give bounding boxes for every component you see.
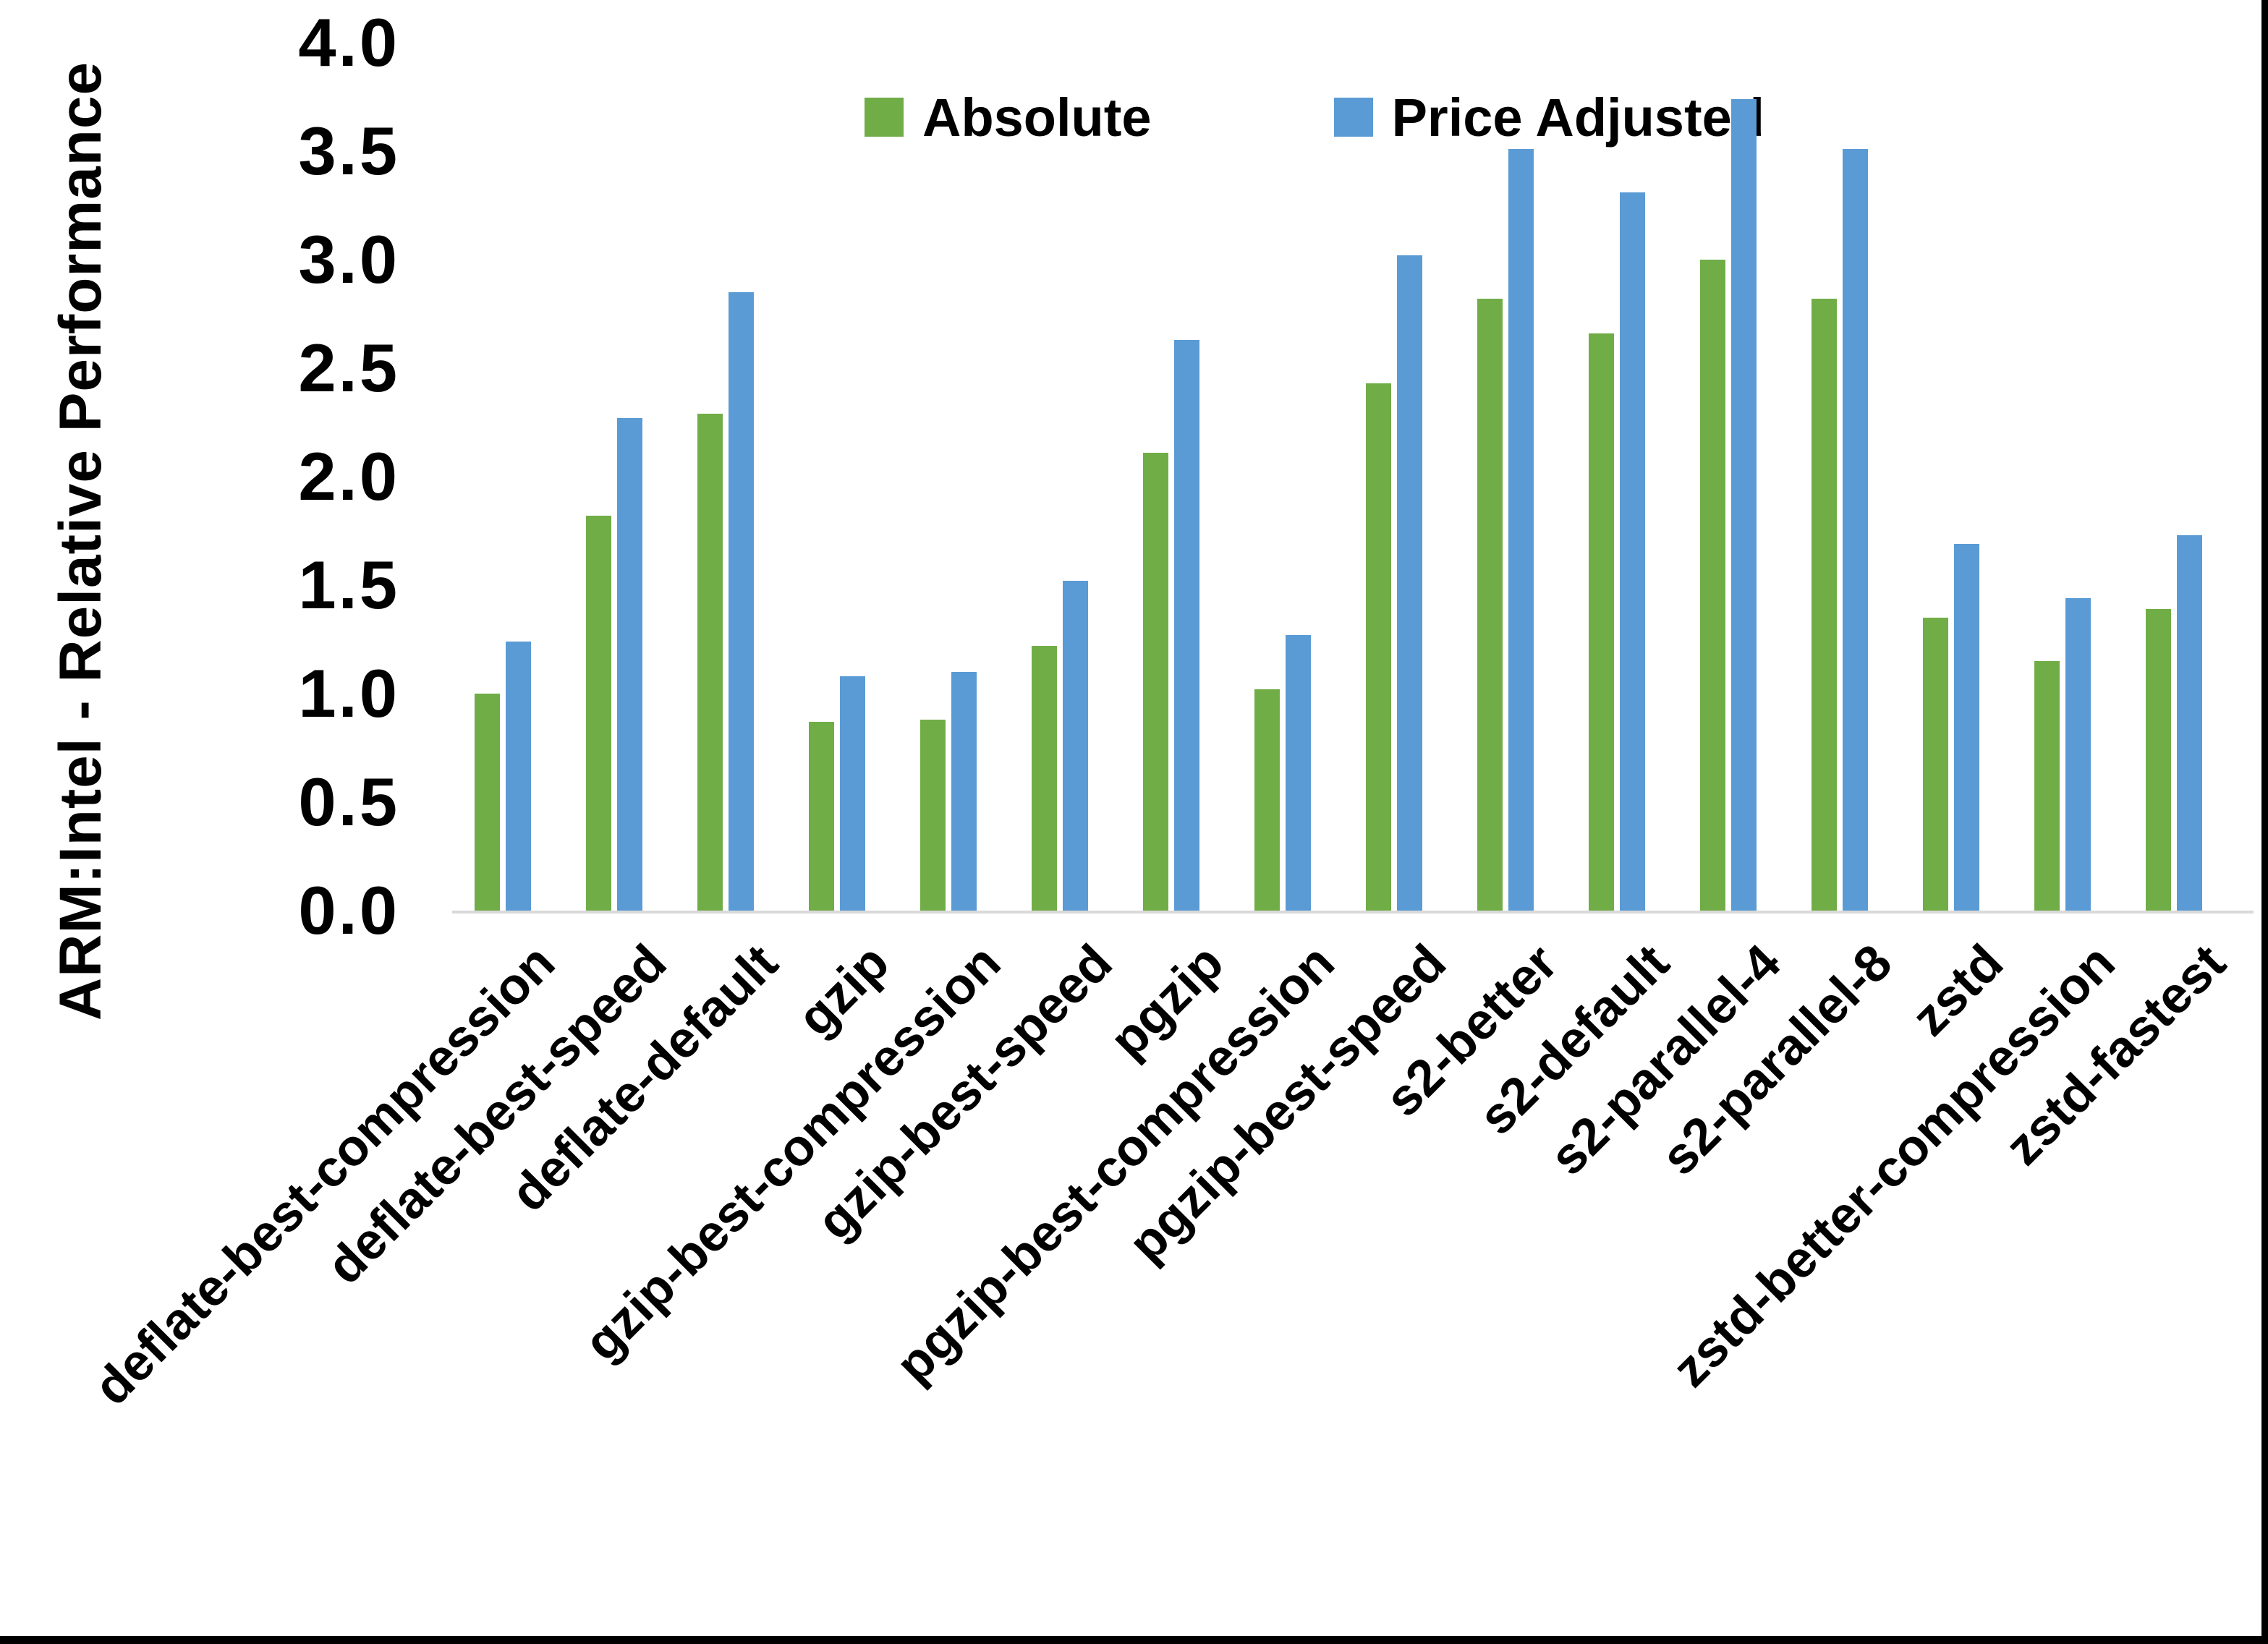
bar-gzip-price-adjusted bbox=[840, 676, 865, 911]
bottom-border bbox=[0, 1636, 2268, 1644]
bar-pgzip-best-compression-price-adjusted bbox=[1286, 635, 1311, 911]
legend-swatch-price-adjusted-icon bbox=[1333, 98, 1373, 137]
legend-item-price-adjusted: Price Adjusted bbox=[1333, 87, 1764, 148]
bar-deflate-best-compression-absolute bbox=[475, 694, 500, 911]
y-tick-label-3.5: 3.5 bbox=[298, 113, 399, 189]
legend-item-absolute: Absolute bbox=[865, 87, 1152, 148]
right-border bbox=[2261, 0, 2268, 1644]
bar-pgzip-absolute bbox=[1143, 453, 1168, 911]
bar-pgzip-best-compression-absolute bbox=[1254, 689, 1280, 911]
bar-s2-better-price-adjusted bbox=[1508, 149, 1534, 911]
bar-deflate-best-compression-price-adjusted bbox=[506, 642, 531, 911]
bar-zstd-better-compression-price-adjusted bbox=[2065, 598, 2091, 911]
bar-zstd-absolute bbox=[1923, 618, 1948, 911]
bar-gzip-best-speed-price-adjusted bbox=[1063, 581, 1088, 911]
y-tick-label-0.0: 0.0 bbox=[298, 872, 399, 948]
y-tick-label-3.0: 3.0 bbox=[298, 221, 399, 297]
bar-deflate-best-speed-price-adjusted bbox=[617, 418, 642, 911]
bar-gzip-absolute bbox=[809, 722, 834, 911]
y-tick-label-1.5: 1.5 bbox=[298, 547, 399, 623]
bar-zstd-price-adjusted bbox=[1954, 544, 1979, 911]
x-axis-line bbox=[452, 911, 2254, 913]
bar-s2-parallel-4-absolute bbox=[1700, 260, 1725, 911]
bar-s2-parallel-8-price-adjusted bbox=[1843, 149, 1868, 911]
bar-zstd-better-compression-absolute bbox=[2034, 661, 2060, 911]
y-axis-title: ARM:Intel - Relative Performance bbox=[48, 61, 114, 1021]
bar-s2-better-absolute bbox=[1477, 299, 1503, 911]
bar-pgzip-price-adjusted bbox=[1174, 340, 1199, 911]
bar-gzip-best-compression-absolute bbox=[920, 720, 946, 911]
bar-deflate-default-price-adjusted bbox=[729, 292, 754, 911]
bar-gzip-best-compression-price-adjusted bbox=[951, 672, 977, 911]
bar-s2-default-absolute bbox=[1589, 333, 1614, 911]
bar-zstd-fastest-absolute bbox=[2146, 609, 2171, 911]
y-tick-label-2.5: 2.5 bbox=[298, 330, 399, 406]
bar-deflate-default-absolute bbox=[697, 414, 723, 911]
x-label-deflate-best-compression: deflate-best-compression bbox=[83, 934, 566, 1417]
y-tick-label-1.0: 1.0 bbox=[298, 655, 399, 731]
y-tick-label-0.5: 0.5 bbox=[298, 764, 399, 840]
bar-deflate-best-speed-absolute bbox=[586, 516, 611, 911]
y-tick-label-2.0: 2.0 bbox=[298, 438, 399, 514]
legend: Absolute Price Adjusted bbox=[865, 81, 1764, 153]
bar-s2-parallel-8-absolute bbox=[1812, 299, 1837, 911]
legend-swatch-absolute-icon bbox=[865, 98, 904, 137]
legend-label-absolute: Absolute bbox=[922, 87, 1152, 148]
bar-s2-default-price-adjusted bbox=[1620, 192, 1645, 911]
legend-label-price-adjusted: Price Adjusted bbox=[1391, 87, 1764, 148]
bar-gzip-best-speed-absolute bbox=[1032, 646, 1057, 911]
bar-zstd-fastest-price-adjusted bbox=[2177, 535, 2202, 911]
y-tick-label-4.0: 4.0 bbox=[298, 4, 399, 80]
bar-s2-parallel-4-price-adjusted bbox=[1731, 99, 1757, 911]
bar-pgzip-best-speed-absolute bbox=[1366, 383, 1391, 911]
bar-pgzip-best-speed-price-adjusted bbox=[1397, 255, 1422, 911]
